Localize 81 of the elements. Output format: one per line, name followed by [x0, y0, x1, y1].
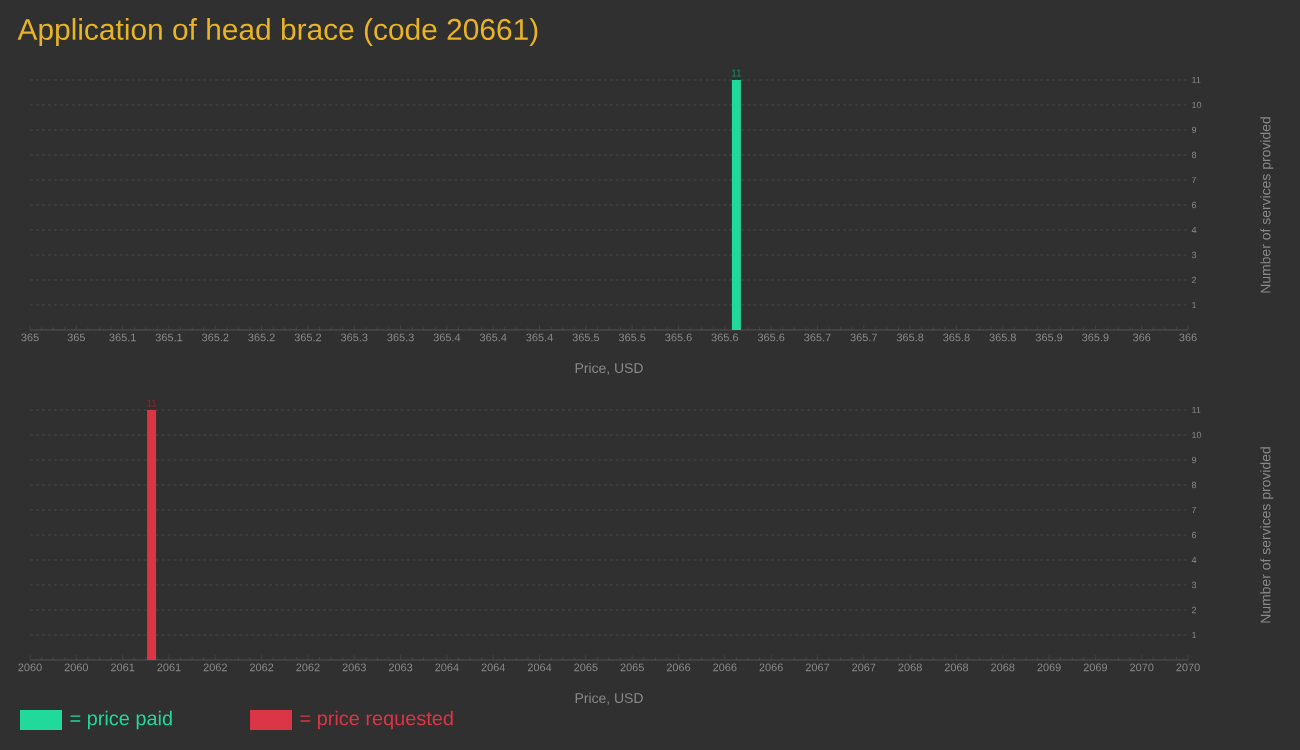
x-tick-label: 2067: [852, 663, 876, 672]
y-tick-label: 11: [1192, 406, 1201, 414]
y-tick-label: 7: [1192, 176, 1197, 184]
x-tick-label: 365.1: [155, 333, 183, 342]
x-tick-label: 2062: [296, 663, 320, 672]
x-tick-label: 365.4: [433, 333, 461, 342]
x-tick-label: 2064: [481, 663, 506, 672]
y-tick-label: 9: [1191, 456, 1197, 464]
y-tick-label: 9: [1191, 126, 1197, 134]
x-tick-label: 365.4: [479, 333, 507, 342]
y-tick-label: 2: [1192, 276, 1197, 284]
x-tick-label: 2060: [64, 663, 89, 672]
y-tick-label: 4: [1191, 556, 1197, 564]
x-tick-label: 2067: [805, 663, 830, 672]
y-tick-label: 8: [1191, 151, 1197, 159]
x-tick-label: 365.4: [526, 333, 553, 342]
x-tick-label: 365.8: [989, 333, 1016, 342]
y-tick-label: 6: [1192, 531, 1197, 539]
y-tick-label: 1: [1192, 631, 1197, 639]
y-tick-label: 6: [1192, 201, 1197, 209]
data-label: 11: [147, 399, 157, 407]
y-tick-label: 4: [1191, 226, 1197, 234]
x-tick-label: 2062: [203, 663, 227, 672]
x-tick-label: 2066: [666, 663, 691, 672]
x-tick-label: 2070: [1130, 663, 1154, 672]
y-tick-label: 3: [1191, 251, 1197, 259]
x-tick-label: 2065: [574, 663, 598, 672]
x-tick-label: 365.3: [340, 333, 368, 342]
x-tick-label: 2069: [1037, 663, 1061, 672]
x-tick-label: 2062: [249, 663, 274, 672]
y-tick-label: 2: [1192, 606, 1197, 614]
x-tick-label: 365.2: [294, 333, 322, 342]
x-tick-label: 2068: [991, 663, 1015, 672]
x-tick-label: 365.8: [896, 333, 924, 342]
x-tick-label: 365.8: [943, 333, 970, 342]
x-tick-label: 2061: [111, 663, 135, 672]
x-tick-label: 2066: [713, 663, 737, 672]
x-axis-title: Price, USD: [575, 362, 643, 375]
y-tick-label: 3: [1191, 581, 1197, 589]
y-axis-title: Number of services provided: [1260, 117, 1274, 293]
x-tick-label: 365.2: [202, 333, 229, 342]
legend-label: = price requested: [300, 710, 453, 730]
data-label: 11: [731, 69, 742, 77]
x-axis-title: Price, USD: [575, 692, 643, 705]
x-tick-label: 2064: [435, 663, 459, 672]
y-tick-label: 1: [1192, 301, 1197, 309]
y-tick-label: 7: [1192, 506, 1197, 514]
x-tick-label: 2064: [527, 663, 552, 672]
x-tick-label: 366: [1132, 333, 1151, 342]
x-tick-label: 365.5: [618, 333, 646, 342]
y-tick-label: 10: [1192, 431, 1202, 439]
x-tick-label: 365.9: [1082, 333, 1109, 342]
x-tick-label: 2070: [1176, 663, 1200, 672]
x-tick-label: 365.6: [757, 333, 785, 342]
x-tick-label: 2060: [18, 663, 42, 672]
x-tick-label: 2068: [944, 663, 969, 672]
x-tick-label: 365.3: [387, 333, 414, 342]
x-tick-label: 2068: [898, 663, 922, 672]
x-tick-label: 365: [67, 333, 85, 342]
x-tick-label: 2066: [759, 663, 783, 672]
x-tick-label: 365.1: [109, 333, 136, 342]
x-tick-label: 2063: [388, 663, 413, 672]
x-tick-label: 2063: [342, 663, 366, 672]
x-tick-label: 365.6: [665, 333, 692, 342]
legend-label: = price paid: [70, 710, 172, 730]
x-tick-label: 365.5: [572, 333, 600, 342]
x-tick-label: 365: [21, 333, 39, 342]
x-tick-label: 2065: [620, 663, 644, 672]
x-tick-label: 365.7: [804, 333, 831, 342]
x-tick-label: 365.7: [850, 333, 877, 342]
x-tick-label: 365.9: [1035, 333, 1063, 342]
y-tick-label: 8: [1191, 481, 1197, 489]
chart-title: Application of head brace (code 20661): [17, 18, 538, 46]
x-tick-label: 366: [1179, 333, 1197, 342]
y-tick-label: 10: [1192, 101, 1202, 109]
y-axis-title: Number of services provided: [1260, 447, 1274, 623]
x-tick-label: 365.6: [711, 333, 739, 342]
x-tick-label: 2061: [157, 663, 181, 672]
x-tick-label: 2069: [1083, 663, 1108, 672]
y-tick-label: 11: [1192, 76, 1201, 84]
x-tick-label: 365.2: [248, 333, 275, 342]
